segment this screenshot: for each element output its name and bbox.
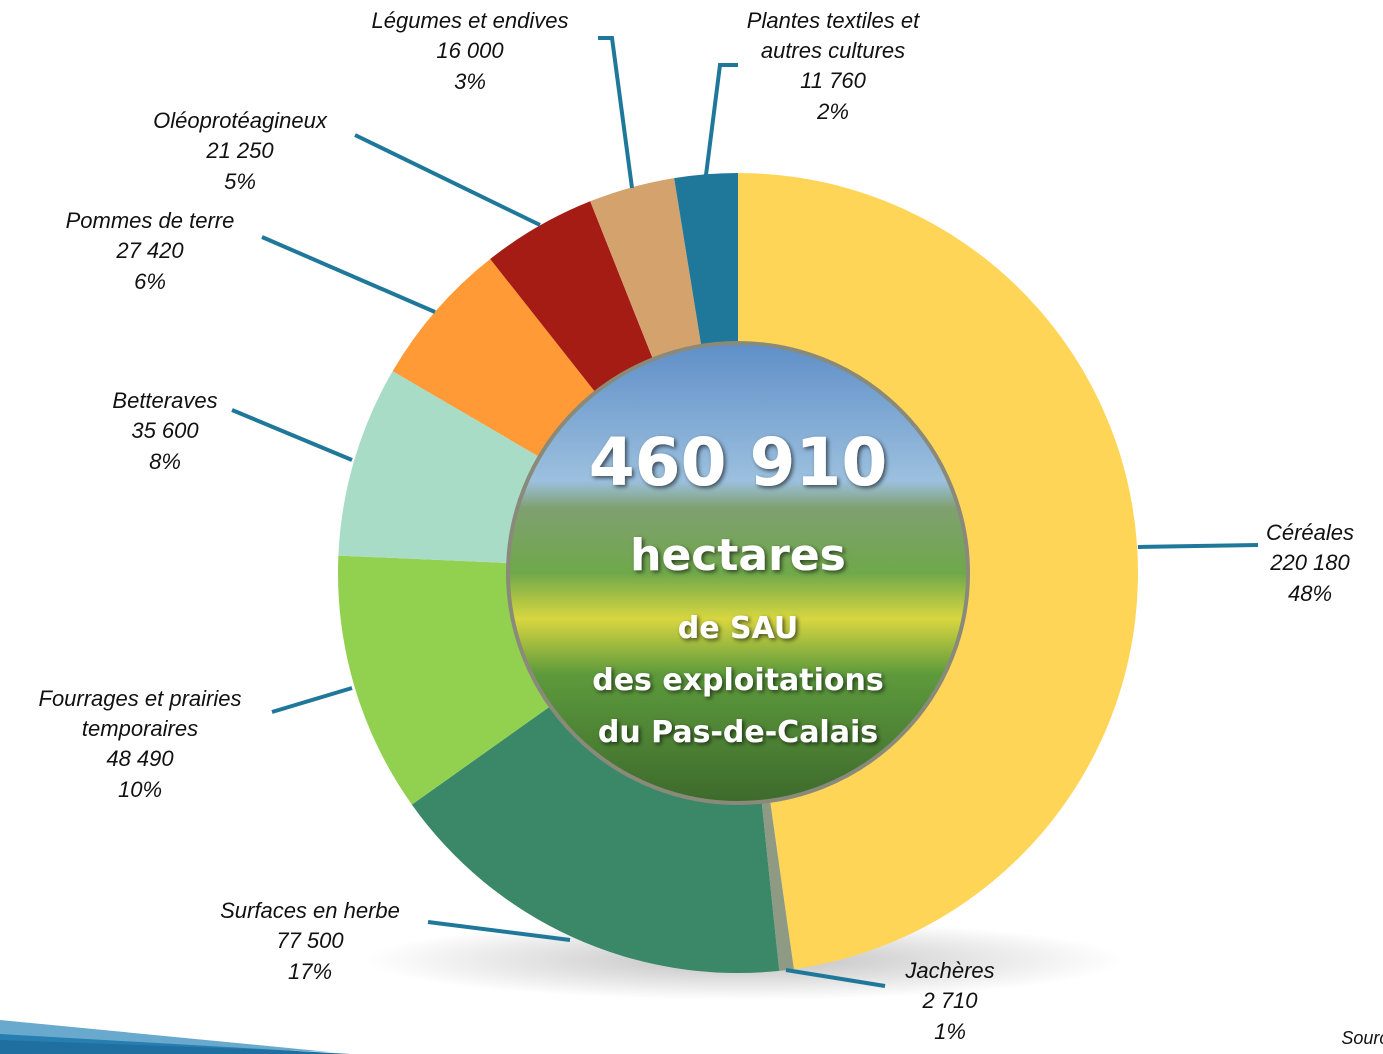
leader-line bbox=[272, 688, 352, 712]
category-label: autres cultures bbox=[761, 38, 905, 63]
center-text: hectares bbox=[630, 530, 846, 581]
leader-line bbox=[1138, 545, 1258, 547]
category-label: Surfaces en herbe bbox=[220, 898, 400, 923]
value-label: 16 000 bbox=[436, 38, 504, 63]
category-label: Plantes textiles et bbox=[747, 8, 920, 33]
source: Source : A bbox=[1341, 1028, 1383, 1048]
percent-label: 17% bbox=[288, 959, 332, 984]
percent-label: 2% bbox=[816, 99, 849, 124]
value-label: 220 180 bbox=[1269, 550, 1350, 575]
category-label: Céréales bbox=[1266, 520, 1354, 545]
center-text: 460 910 bbox=[589, 424, 888, 501]
percent-label: 6% bbox=[134, 269, 166, 294]
percent-label: 8% bbox=[149, 449, 181, 474]
leader-line bbox=[706, 65, 738, 175]
center-text: du Pas-de-Calais bbox=[598, 715, 878, 750]
value-label: 11 760 bbox=[800, 68, 866, 93]
percent-label: 48% bbox=[1288, 581, 1332, 606]
leader-line bbox=[355, 135, 540, 225]
percent-label: 5% bbox=[224, 169, 256, 194]
center-text: des exploitations bbox=[592, 663, 884, 698]
leader-line bbox=[598, 38, 632, 188]
value-label: 35 600 bbox=[131, 418, 199, 443]
value-label: 77 500 bbox=[276, 928, 344, 953]
center-text: de SAU bbox=[678, 611, 799, 646]
category-label: Jachères bbox=[904, 958, 994, 983]
percent-label: 10% bbox=[118, 777, 162, 802]
value-label: 27 420 bbox=[115, 238, 184, 263]
chart: Source : A Céréales 220 180 48% Jachères 2 7… bbox=[0, 0, 1383, 1054]
percent-label: 1% bbox=[934, 1019, 966, 1044]
category-label: Fourrages et prairies bbox=[39, 686, 242, 711]
value-label: 2 710 bbox=[921, 988, 978, 1013]
leader-line bbox=[232, 410, 352, 460]
category-label: Oléoprotéagineux bbox=[153, 108, 328, 133]
category-label: Pommes de terre bbox=[66, 208, 235, 233]
value-label: 21 250 bbox=[205, 138, 274, 163]
category-label: temporaires bbox=[82, 716, 198, 741]
percent-label: 3% bbox=[454, 69, 486, 94]
category-label: Légumes et endives bbox=[372, 8, 569, 33]
category-label: Betteraves bbox=[112, 388, 217, 413]
leader-line bbox=[262, 237, 435, 312]
value-label: 48 490 bbox=[106, 746, 174, 771]
page: Source : A Céréales 220 180 48% Jachères 2 7… bbox=[0, 0, 1383, 1054]
